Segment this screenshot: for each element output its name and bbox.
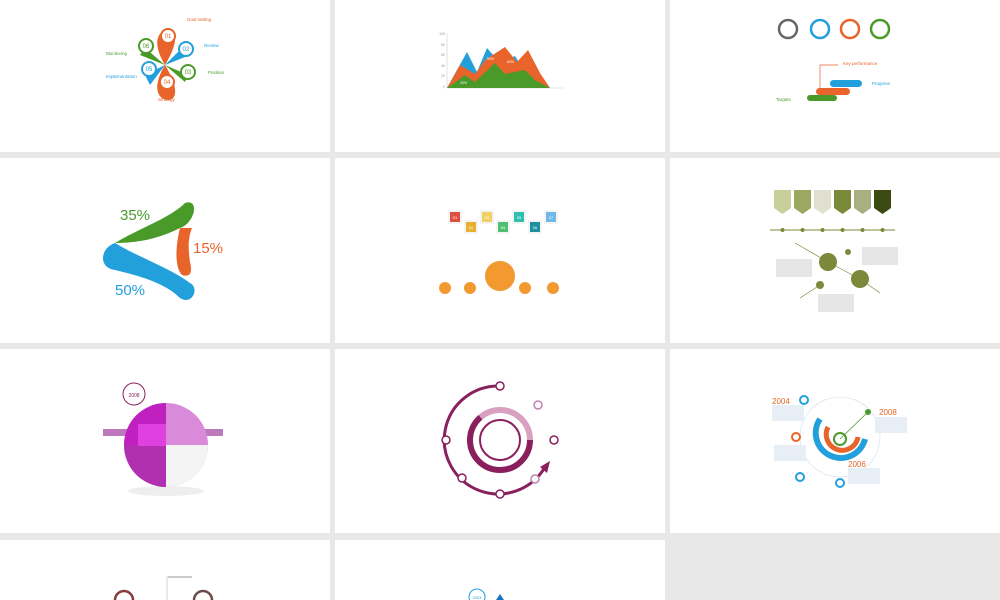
svg-text:80: 80 bbox=[441, 43, 445, 47]
svg-text:35%: 35% bbox=[120, 207, 150, 224]
icon-tag bbox=[874, 190, 891, 214]
step-box bbox=[450, 212, 460, 222]
step-box bbox=[530, 222, 540, 232]
template-thumbnail-1[interactable]: 01 02 03 04 05 06 Goal setting Review Po… bbox=[0, 0, 330, 152]
step-box bbox=[546, 212, 556, 222]
step-number: 05 bbox=[146, 67, 153, 73]
step-number: 07 bbox=[549, 215, 554, 220]
icon-tag bbox=[794, 190, 811, 214]
svg-text:Targets: Targets bbox=[776, 97, 792, 102]
template-thumbnail-2[interactable]: 100 80 60 40 20 0 50% 60% 20% bbox=[335, 0, 665, 152]
icon-tag bbox=[774, 190, 791, 214]
template-thumbnail-8[interactable] bbox=[335, 349, 665, 533]
label: Implementation bbox=[106, 74, 137, 79]
label: Strategy bbox=[158, 97, 176, 102]
step-number: 02 bbox=[183, 47, 190, 53]
icon-tag bbox=[854, 190, 871, 214]
globe-icon bbox=[485, 261, 515, 291]
step-box bbox=[482, 212, 492, 222]
svg-text:2008: 2008 bbox=[128, 393, 139, 399]
blue-timeline-infographic: 2003 bbox=[468, 588, 504, 600]
step-number: 03 bbox=[185, 70, 192, 76]
step-number: 04 bbox=[164, 80, 171, 86]
sphere-infographic: 2008 bbox=[103, 382, 223, 496]
step-number: 03 bbox=[485, 215, 490, 220]
spiral-ring-infographic bbox=[441, 381, 559, 499]
label: Position bbox=[208, 70, 225, 75]
svg-text:2008: 2008 bbox=[879, 408, 897, 417]
svg-text:50%: 50% bbox=[487, 57, 494, 61]
timeline-rings-infographic: 2004 2008 2006 bbox=[772, 395, 907, 488]
icon-tag bbox=[814, 190, 831, 214]
step-number: 06 bbox=[533, 225, 538, 230]
template-thumbnail-7[interactable]: 2008 bbox=[0, 349, 330, 533]
step-box bbox=[498, 222, 508, 232]
circle-icons-infographic bbox=[113, 576, 214, 600]
template-thumbnail-5[interactable]: 01 02 03 04 05 06 07 bbox=[335, 158, 665, 343]
step-box bbox=[466, 222, 476, 232]
step-number: 06 bbox=[143, 44, 150, 50]
triangle-percent-infographic: 35% 15% 50% bbox=[102, 202, 223, 301]
template-thumbnail-11[interactable]: 2003 bbox=[335, 540, 665, 600]
template-thumbnail-3[interactable]: Key performance Progress Targets bbox=[670, 0, 1000, 152]
step-number: 01 bbox=[165, 34, 172, 40]
svg-text:100: 100 bbox=[439, 32, 445, 36]
svg-text:Key performance: Key performance bbox=[843, 61, 878, 66]
svg-text:2006: 2006 bbox=[848, 460, 866, 469]
template-thumbnail-6[interactable] bbox=[670, 158, 1000, 343]
svg-text:40: 40 bbox=[441, 64, 445, 68]
step-number: 02 bbox=[469, 225, 474, 230]
icon-tag bbox=[834, 190, 851, 214]
template-thumbnail-4[interactable]: 35% 15% 50% bbox=[0, 158, 330, 343]
label: Goal setting bbox=[187, 17, 212, 22]
svg-text:60: 60 bbox=[441, 53, 445, 57]
globe-icon bbox=[464, 282, 476, 294]
numbered-steps-globes: 01 02 03 04 05 06 07 bbox=[439, 210, 559, 294]
step-number: 04 bbox=[501, 225, 506, 230]
svg-text:60%: 60% bbox=[507, 60, 514, 64]
mountain-area-chart: 100 80 60 40 20 0 50% 60% 20% bbox=[439, 32, 563, 89]
svg-text:2004: 2004 bbox=[772, 397, 790, 406]
key-performance-infographic: Key performance Progress Targets bbox=[776, 18, 891, 102]
svg-text:0: 0 bbox=[443, 85, 445, 89]
template-thumbnail-10[interactable] bbox=[0, 540, 330, 600]
petal-infographic: 01 02 03 04 05 06 Goal setting Review Po… bbox=[106, 17, 225, 102]
step-box bbox=[514, 212, 524, 222]
svg-text:20%: 20% bbox=[460, 81, 467, 85]
step-number: 01 bbox=[453, 215, 458, 220]
label: Review bbox=[204, 43, 220, 48]
svg-text:2003: 2003 bbox=[473, 595, 483, 600]
svg-text:20: 20 bbox=[441, 74, 445, 78]
globe-icon bbox=[547, 282, 559, 294]
globe-icon bbox=[439, 282, 451, 294]
svg-text:15%: 15% bbox=[193, 240, 223, 257]
svg-text:50%: 50% bbox=[115, 282, 145, 299]
step-number: 05 bbox=[517, 215, 522, 220]
svg-text:Progress: Progress bbox=[872, 81, 891, 86]
label: Monitoring bbox=[106, 51, 128, 56]
template-thumbnail-9[interactable]: 2004 2008 2006 bbox=[670, 349, 1000, 533]
globe-icon bbox=[519, 282, 531, 294]
network-icons-infographic bbox=[770, 190, 898, 312]
